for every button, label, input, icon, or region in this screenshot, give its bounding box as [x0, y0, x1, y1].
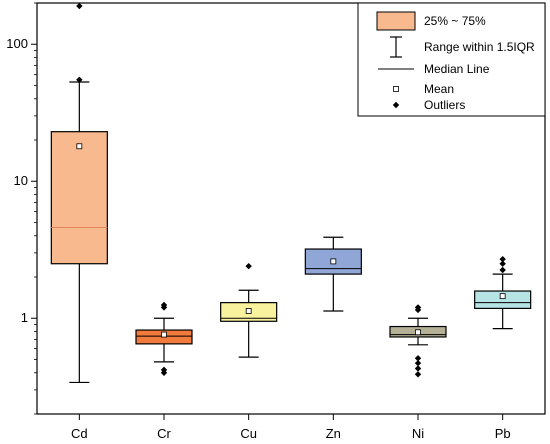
outlier-point	[414, 365, 422, 372]
y-tick-label: 100	[6, 36, 28, 51]
mean-marker	[76, 143, 83, 150]
x-tick-label: Zn	[326, 426, 341, 441]
plot-frame	[36, 2, 546, 415]
mean-marker	[415, 329, 421, 336]
outlier-point	[414, 304, 422, 311]
legend-label: 25% ~ 75%	[424, 14, 486, 28]
iqr-box	[50, 131, 108, 265]
box-cu: Cu	[220, 262, 278, 441]
box-cr: Cr	[135, 301, 193, 441]
legend-mean-icon	[393, 86, 399, 92]
outlier-point	[160, 301, 168, 309]
outlier-point	[76, 76, 83, 84]
outlier-point	[76, 2, 83, 10]
outlier-point	[499, 266, 506, 274]
legend-outlier-icon	[392, 101, 400, 109]
legend-item-mean: Mean	[393, 82, 454, 96]
box-zn: Zn	[304, 236, 362, 441]
outlier-point	[499, 255, 506, 263]
box-ni: Ni	[389, 304, 447, 441]
legend-label: Mean	[424, 82, 454, 96]
legend-label: Median Line	[424, 62, 490, 76]
outlier-point	[160, 366, 168, 374]
x-tick-label: Cd	[71, 426, 88, 441]
box-cd: Cd	[50, 2, 108, 441]
outlier-point	[414, 371, 422, 378]
mean-marker	[499, 293, 506, 300]
iqr-box	[474, 290, 532, 309]
outlier-point	[414, 355, 422, 362]
legend-box-swatch	[376, 11, 416, 31]
legend-label: Range within 1.5IQR	[424, 40, 535, 54]
legend-label: Outliers	[424, 98, 465, 112]
outlier-point	[499, 260, 506, 267]
outlier-point	[245, 262, 252, 270]
mean-marker	[245, 308, 252, 314]
y-tick-label: 1	[21, 310, 28, 325]
legend-item-median-line: Median Line	[378, 62, 490, 76]
x-tick-label: Pb	[495, 426, 511, 441]
outlier-point	[414, 359, 422, 367]
mean-marker	[330, 258, 337, 265]
legend-item-range-within-1-5iqr: Range within 1.5IQR	[390, 36, 535, 58]
legend-item-outliers: Outliers	[392, 98, 465, 112]
x-tick-label: Cu	[240, 426, 257, 441]
mean-marker	[161, 331, 167, 338]
x-tick-label: Cr	[157, 426, 171, 441]
y-tick-label: 10	[14, 173, 28, 188]
legend-item-25-75-: 25% ~ 75%	[376, 11, 486, 31]
x-tick-label: Ni	[412, 426, 424, 441]
box-pb: Pb	[474, 255, 532, 441]
